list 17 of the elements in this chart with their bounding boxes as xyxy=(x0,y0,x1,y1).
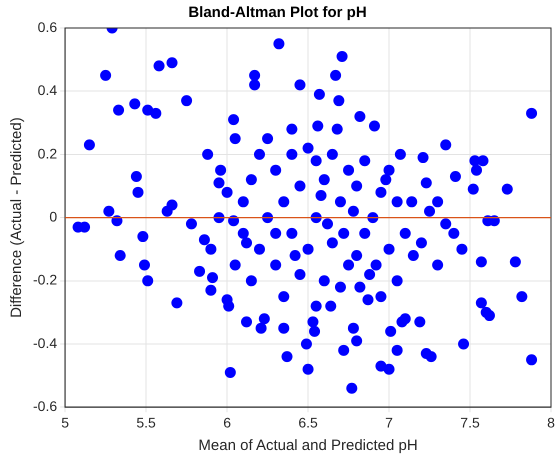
x-axis-title: Mean of Actual and Predicted pH xyxy=(198,437,418,454)
y-tick-label: 0 xyxy=(49,208,58,224)
y-tick-label: -0.2 xyxy=(33,272,58,288)
x-tick-label: 6.5 xyxy=(298,414,318,430)
y-tick-label: 0.6 xyxy=(38,18,58,35)
chart-title: Bland-Altman Plot for pH xyxy=(188,4,367,22)
x-tick-label: 7.5 xyxy=(460,414,480,430)
x-tick-label: 8 xyxy=(547,414,556,430)
x-tick-label: 7 xyxy=(385,414,394,430)
y-tick-label: -0.4 xyxy=(33,334,58,351)
y-tick-label: 0.4 xyxy=(38,82,58,98)
y-axis-title: Difference (Actual - Predicted) xyxy=(8,117,26,318)
x-tick-label: 5.5 xyxy=(136,414,156,430)
x-tick-label: 6 xyxy=(223,414,232,430)
y-tick-label: -0.6 xyxy=(33,398,58,414)
y-tick-label: 0.2 xyxy=(38,145,58,162)
x-tick-label: 5 xyxy=(61,414,70,430)
